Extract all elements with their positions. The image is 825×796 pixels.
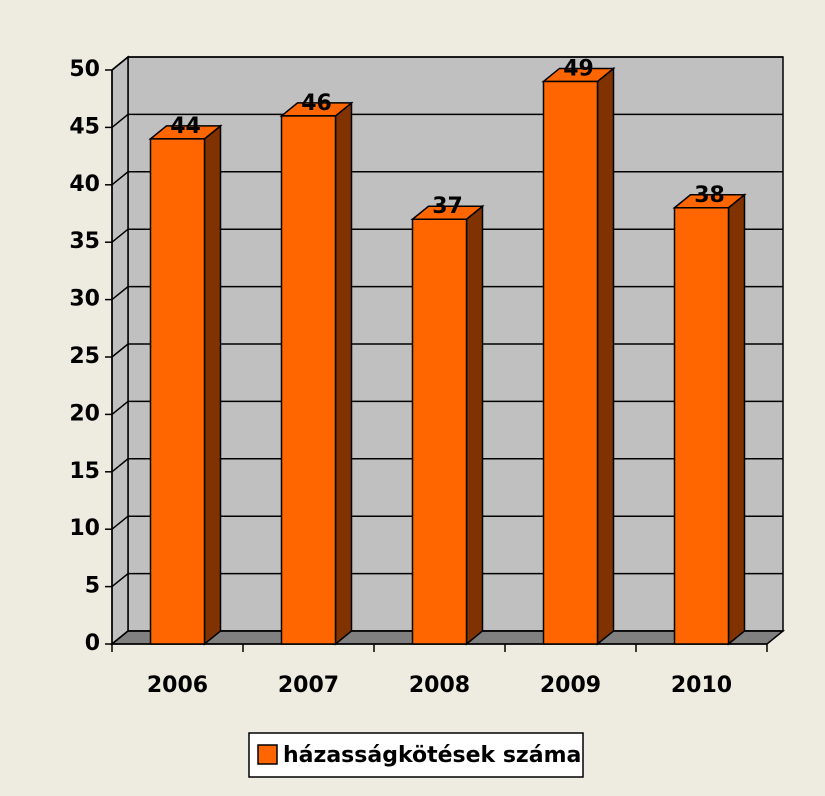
bar-side: [727, 193, 746, 646]
y-tick-label: 35: [69, 229, 100, 254]
y-tick-label: 20: [69, 401, 100, 426]
legend-swatch: [257, 744, 278, 765]
legend: házasságkötések száma: [248, 732, 584, 778]
data-label: 44: [170, 114, 201, 139]
x-tick-label: 2008: [409, 673, 470, 698]
y-tick-label: 5: [85, 574, 100, 599]
x-tick-label: 2007: [278, 673, 339, 698]
bar: [673, 207, 730, 645]
data-label: 49: [563, 56, 594, 81]
bar-side: [203, 124, 222, 646]
y-tick-label: 50: [69, 57, 100, 82]
bar: [542, 80, 599, 645]
y-tick-label: 30: [69, 287, 100, 312]
bar-side: [334, 101, 353, 646]
bar-side: [596, 66, 615, 646]
y-tick-label: 0: [85, 631, 100, 656]
bar-side: [465, 204, 484, 646]
x-tick-label: 2010: [671, 673, 732, 698]
data-label: 46: [301, 91, 332, 116]
y-tick-label: 25: [69, 344, 100, 369]
legend-label: házasságkötések száma: [283, 743, 581, 768]
bar: [280, 115, 337, 645]
y-tick-label: 40: [69, 172, 100, 197]
data-label: 37: [432, 194, 463, 219]
legend-box: [248, 732, 584, 778]
y-tick-label: 15: [69, 459, 100, 484]
y-tick-label: 10: [69, 516, 100, 541]
x-tick-label: 2009: [540, 673, 601, 698]
y-tick-label: 45: [69, 114, 100, 139]
x-tick-label: 2006: [147, 673, 208, 698]
bar: [411, 218, 468, 645]
data-label: 38: [694, 183, 725, 208]
grid-line: [111, 56, 783, 71]
bar: [149, 138, 206, 645]
